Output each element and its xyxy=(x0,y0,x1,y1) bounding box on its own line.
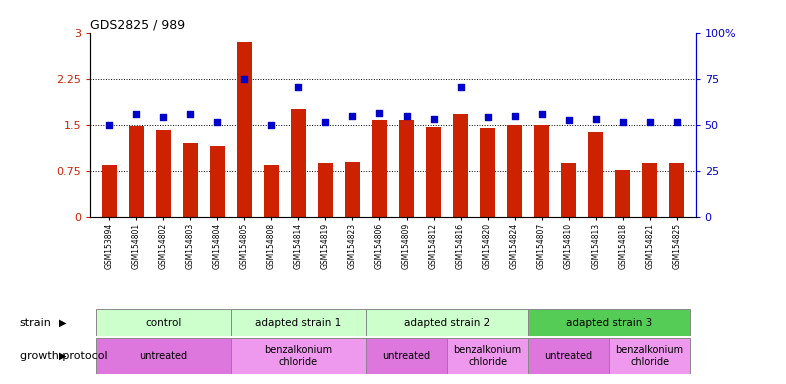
Bar xyxy=(528,309,690,336)
Bar xyxy=(642,163,657,217)
Point xyxy=(157,114,170,121)
Bar xyxy=(588,132,603,217)
Bar xyxy=(345,162,360,217)
Point xyxy=(265,122,277,128)
Text: GDS2825 / 989: GDS2825 / 989 xyxy=(90,18,185,31)
Point xyxy=(184,111,196,118)
Text: adapted strain 2: adapted strain 2 xyxy=(404,318,490,328)
Bar xyxy=(609,338,690,374)
Bar xyxy=(96,338,231,374)
Bar xyxy=(102,165,117,217)
Text: adapted strain 3: adapted strain 3 xyxy=(566,318,652,328)
Point xyxy=(292,84,305,90)
Text: strain: strain xyxy=(20,318,52,328)
Text: untreated: untreated xyxy=(545,351,593,361)
Point xyxy=(319,119,332,125)
Point xyxy=(644,119,656,125)
Point xyxy=(562,117,575,123)
Bar xyxy=(534,125,549,217)
Point xyxy=(616,119,629,125)
Text: control: control xyxy=(145,318,182,328)
Bar xyxy=(183,143,198,217)
Point xyxy=(509,113,521,119)
Point xyxy=(373,109,386,116)
Text: ▶: ▶ xyxy=(59,318,67,328)
Bar xyxy=(231,338,366,374)
Text: growth protocol: growth protocol xyxy=(20,351,107,361)
Bar xyxy=(129,126,144,217)
Text: ▶: ▶ xyxy=(59,351,67,361)
Bar xyxy=(399,120,414,217)
Bar xyxy=(507,125,522,217)
Point xyxy=(400,113,413,119)
Bar xyxy=(453,114,468,217)
Point xyxy=(346,113,358,119)
Bar xyxy=(366,338,447,374)
Bar xyxy=(264,165,279,217)
Point xyxy=(535,111,548,117)
Text: benzalkonium
chloride: benzalkonium chloride xyxy=(264,345,332,367)
Bar xyxy=(561,163,576,217)
Bar xyxy=(615,170,630,217)
Point xyxy=(670,119,683,125)
Bar xyxy=(96,309,231,336)
Point xyxy=(130,111,142,118)
Point xyxy=(211,119,224,125)
Point xyxy=(590,116,602,122)
Bar xyxy=(366,309,528,336)
Point xyxy=(428,116,440,122)
Text: adapted strain 1: adapted strain 1 xyxy=(255,318,342,328)
Bar xyxy=(210,146,225,217)
Text: untreated: untreated xyxy=(383,351,431,361)
Bar xyxy=(231,309,366,336)
Bar xyxy=(156,130,171,217)
Point xyxy=(238,76,251,82)
Text: benzalkonium
chloride: benzalkonium chloride xyxy=(615,345,684,367)
Point xyxy=(103,122,116,128)
Bar xyxy=(372,120,387,217)
Text: untreated: untreated xyxy=(139,351,187,361)
Bar xyxy=(447,338,528,374)
Bar xyxy=(480,129,495,217)
Bar xyxy=(291,109,306,217)
Bar xyxy=(318,163,333,217)
Bar xyxy=(669,163,684,217)
Text: benzalkonium
chloride: benzalkonium chloride xyxy=(454,345,522,367)
Bar xyxy=(237,42,252,217)
Point xyxy=(481,114,494,121)
Bar xyxy=(528,338,609,374)
Bar xyxy=(426,127,441,217)
Point xyxy=(454,84,467,90)
